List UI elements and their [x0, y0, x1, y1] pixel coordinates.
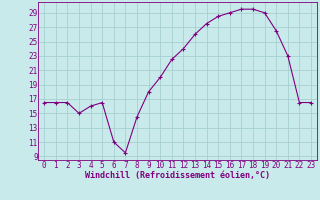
X-axis label: Windchill (Refroidissement éolien,°C): Windchill (Refroidissement éolien,°C) — [85, 171, 270, 180]
